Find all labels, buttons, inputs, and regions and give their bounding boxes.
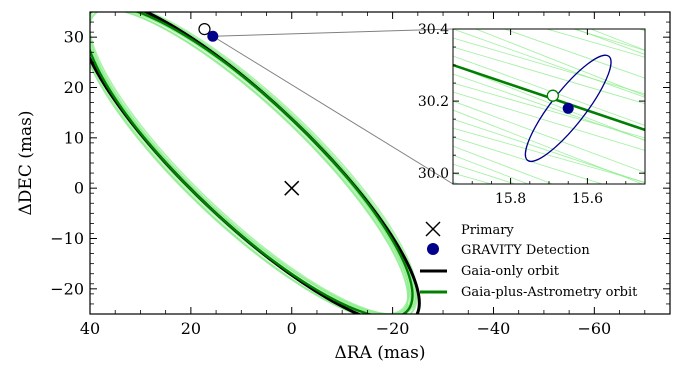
inset-sample-line	[453, 0, 645, 11]
connector-line-bottom	[212, 35, 454, 185]
x-tick-label: −20	[376, 319, 410, 338]
inset-sample-line	[453, 100, 645, 173]
inset-gravity-marker	[562, 102, 574, 114]
inset-sample-line	[453, 109, 644, 184]
inset-axis-ticks	[453, 28, 645, 184]
x-tick-label: −40	[477, 319, 511, 338]
inset-x-tick-label: 15.6	[572, 191, 603, 207]
x-axis-label: ΔRA (mas)	[334, 343, 425, 363]
inset-samples-group	[453, 0, 645, 184]
inset-sample-line	[453, 172, 494, 184]
x-tick-label: 0	[287, 319, 297, 338]
inset-y-tick-label: 30.4	[418, 22, 449, 38]
inset-sample-line	[453, 91, 645, 151]
main-markers-group	[198, 23, 300, 196]
orbit-sample-line	[90, 12, 418, 314]
inset-sample-line	[453, 136, 604, 184]
inset-sample-line	[453, 46, 645, 105]
inset-sample-line	[453, 29, 645, 98]
inset-sample-line	[453, 154, 530, 184]
inset-sample-line	[589, 29, 645, 51]
y-tick-label: 0	[74, 179, 84, 198]
inset-y-tick-label: 30.0	[418, 166, 449, 182]
inset-sample-line	[453, 0, 645, 7]
inset-sample-line	[545, 29, 645, 58]
inset-tick-labels: 15.8 15.6 30.0 30.2 30.4	[418, 22, 603, 207]
x-tick-label: 40	[80, 319, 100, 338]
legend: Primary GRAVITY Detection Gaia-only orbi…	[420, 221, 638, 300]
inset-sample-line	[453, 0, 645, 4]
x-tick-label: 20	[181, 319, 201, 338]
inset-sample-line	[574, 29, 645, 55]
inset-content-group	[453, 54, 645, 163]
inset-sample-line	[453, 0, 645, 11]
legend-primary-label: Primary	[461, 223, 514, 238]
orbit-sample-line	[90, 12, 409, 314]
connector-line-top	[212, 28, 454, 37]
legend-primary-symbol	[425, 221, 441, 237]
main-tick-labels: 40 20 0 −20 −40 −60 −20 −10 0 10 20 30	[50, 28, 611, 338]
inset-sample-line	[503, 29, 645, 79]
inset-y-tick-label: 30.2	[418, 94, 449, 110]
inset-x-tick-label: 15.8	[495, 191, 526, 207]
inset-sample-line	[453, 55, 645, 126]
inset-sample-line	[474, 29, 645, 97]
y-tick-label: 10	[64, 128, 84, 147]
y-tick-label: 30	[64, 28, 84, 47]
main-axis-ticks	[89, 11, 671, 315]
inset-predicted-marker	[546, 89, 559, 102]
inset-connector-lines	[212, 28, 454, 185]
primary-marker	[284, 180, 300, 196]
y-tick-label: −10	[50, 229, 84, 248]
orbit-sample-line	[90, 12, 412, 314]
predicted-position-marker	[198, 23, 211, 36]
x-tick-label: −60	[577, 319, 611, 338]
gravity-detection-marker	[207, 30, 219, 42]
legend-gaia-only-label: Gaia-only orbit	[461, 264, 560, 279]
inset-sample-line	[453, 163, 517, 184]
inset-sample-line	[453, 127, 645, 183]
inset-sample-line	[571, 29, 645, 51]
inset-sample-line	[453, 64, 645, 142]
orbit-sample-line	[90, 12, 412, 314]
y-tick-label: −20	[50, 279, 84, 298]
legend-gravity-symbol	[427, 243, 439, 255]
legend-gaia-plus-label: Gaia-plus-Astrometry orbit	[461, 285, 638, 300]
orbit-lines-group	[90, 12, 421, 314]
inset-sample-line	[453, 37, 645, 95]
gaia-plus-orbit-line	[90, 12, 414, 314]
y-axis-label: ΔDEC (mas)	[16, 111, 36, 216]
legend-gravity-label: GRAVITY Detection	[461, 243, 590, 258]
y-tick-label: 20	[64, 78, 84, 97]
inset-sample-line	[453, 73, 645, 141]
